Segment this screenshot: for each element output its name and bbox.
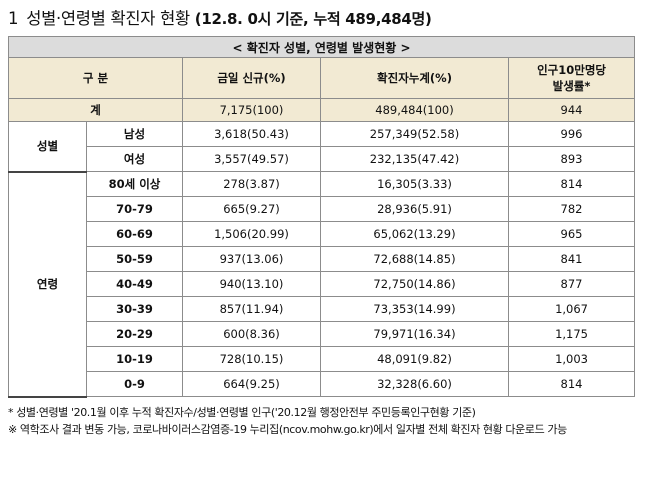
row-cumulative: 257,349(52.58) [320,121,509,147]
table-row: 30-39 857(11.94) 73,353(14.99) 1,067 [9,296,636,322]
row-new-today: 278(3.87) [182,171,321,197]
total-new-today: 7,175(100) [182,98,321,122]
section-title: 성별·연령별 확진자 현황 [26,9,190,28]
row-label: 0-9 [86,371,183,397]
footnote-definition: * 성별·연령별 '20.1월 이후 누적 확진자수/성별·연령별 인구('20… [8,405,476,419]
table-row: 0-9 664(9.25) 32,328(6.60) 814 [9,371,636,397]
row-per100k: 996 [507,121,636,147]
row-new-today: 600(8.36) [182,321,321,347]
row-label: 70-79 [86,196,183,222]
row-cumulative: 232,135(47.42) [320,146,509,172]
row-label: 10-19 [86,346,183,372]
age-group-label: 연령 [8,171,87,398]
row-new-today: 937(13.06) [182,246,321,272]
table-row: 여성 3,557(49.57) 232,135(47.42) 893 [9,146,636,172]
footnote-source: ※ 역학조사 결과 변동 가능, 코로나바이러스감염증-19 누리집(ncov.… [8,422,567,436]
row-label: 50-59 [86,246,183,272]
row-label: 20-29 [86,321,183,347]
section-number: 1 [8,9,19,28]
row-new-today: 940(13.10) [182,271,321,297]
table-header-row: 구 분 금일 신규(%) 확진자누계(%) 인구10만명당 발생률* [8,57,636,99]
row-label: 남성 [86,121,183,147]
row-new-today: 1,506(20.99) [182,221,321,247]
table-row: 20-29 600(8.36) 79,971(16.34) 1,175 [9,321,636,347]
row-label: 여성 [86,146,183,172]
row-per100k: 1,067 [507,296,636,322]
row-cumulative: 72,688(14.85) [320,246,509,272]
row-per100k: 1,003 [507,346,636,372]
header-category: 구 분 [8,57,183,99]
header-per100k: 인구10만명당 발생률* [507,57,636,99]
header-new-today: 금일 신규(%) [182,57,321,99]
confirmed-cases-table: < 확진자 성별, 연령별 발생현황 > 구 분 금일 신규(%) 확진자누계(… [7,36,636,398]
row-label: 30-39 [86,296,183,322]
sex-group-label: 성별 [8,121,87,173]
row-cumulative: 72,750(14.86) [320,271,509,297]
row-label: 60-69 [86,221,183,247]
row-cumulative: 16,305(3.33) [320,171,509,197]
section-heading: 1 성별·연령별 확진자 현황 (12.8. 0시 기준, 누적 489,484명… [8,6,638,31]
row-label: 40-49 [86,271,183,297]
table-row: 성별 남성 3,618(50.43) 257,349(52.58) 996 [8,121,636,173]
total-per100k: 944 [507,98,636,122]
table-caption-row: < 확진자 성별, 연령별 발생현황 > [7,36,636,58]
row-cumulative: 79,971(16.34) [320,321,509,347]
row-new-today: 3,557(49.57) [182,146,321,172]
row-new-today: 3,618(50.43) [182,121,321,147]
header-per100k-line2: 발생률* [552,79,591,93]
row-cumulative: 32,328(6.60) [320,371,509,397]
row-per100k: 814 [507,171,636,197]
row-per100k: 814 [507,371,636,397]
footnotes: * 성별·연령별 '20.1월 이후 누적 확진자수/성별·연령별 인구('20… [8,404,638,438]
row-new-today: 857(11.94) [182,296,321,322]
header-per100k-line1: 인구10만명당 [537,63,606,77]
row-per100k: 893 [507,146,636,172]
row-cumulative: 73,353(14.99) [320,296,509,322]
total-row: 계 7,175(100) 489,484(100) 944 [8,98,636,122]
row-per100k: 877 [507,271,636,297]
table-row: 연령 80세 이상 278(3.87) 16,305(3.33) 814 [8,171,636,398]
row-per100k: 782 [507,196,636,222]
row-new-today: 664(9.25) [182,371,321,397]
total-cumulative: 489,484(100) [320,98,509,122]
row-new-today: 665(9.27) [182,196,321,222]
row-cumulative: 48,091(9.82) [320,346,509,372]
table-row: 60-69 1,506(20.99) 65,062(13.29) 965 [9,221,636,247]
row-new-today: 728(10.15) [182,346,321,372]
total-label: 계 [8,98,183,122]
row-per100k: 1,175 [507,321,636,347]
row-per100k: 965 [507,221,636,247]
row-cumulative: 28,936(5.91) [320,196,509,222]
section-subtitle: (12.8. 0시 기준, 누적 489,484명) [194,10,432,28]
table-caption: < 확진자 성별, 연령별 발생현황 > [7,36,636,58]
row-label: 80세 이상 [86,171,183,197]
table-row: 10-19 728(10.15) 48,091(9.82) 1,003 [9,346,636,372]
row-cumulative: 65,062(13.29) [320,221,509,247]
table-row: 70-79 665(9.27) 28,936(5.91) 782 [9,196,636,222]
row-per100k: 841 [507,246,636,272]
header-cumulative: 확진자누계(%) [320,57,509,99]
table-row: 50-59 937(13.06) 72,688(14.85) 841 [9,246,636,272]
table-row: 40-49 940(13.10) 72,750(14.86) 877 [9,271,636,297]
